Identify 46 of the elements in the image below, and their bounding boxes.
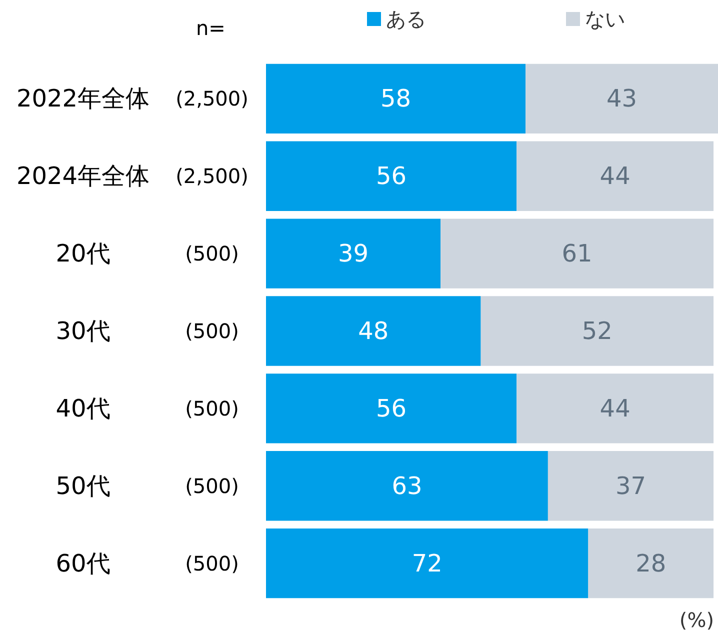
legend-label: ある	[386, 7, 426, 31]
bar	[548, 451, 714, 521]
text: (%)	[679, 608, 714, 632]
text: (500)	[185, 242, 239, 266]
data-label: 39	[338, 240, 369, 268]
data-label: 37	[615, 472, 646, 500]
bar	[516, 141, 714, 211]
data-label: 52	[582, 317, 612, 345]
bar	[266, 64, 526, 134]
data-label: 56	[376, 394, 407, 422]
data-label: 63	[392, 472, 422, 500]
data-label: 48	[358, 317, 389, 345]
text: (500)	[185, 396, 239, 420]
y-tick-label: 60代	[56, 549, 110, 578]
y-tick-label: 20代	[56, 240, 110, 268]
text: (500)	[185, 474, 239, 498]
data-label: 61	[562, 240, 592, 268]
data-label: 28	[636, 549, 666, 578]
text: n=	[196, 16, 226, 40]
text: (500)	[185, 551, 239, 576]
bar	[480, 296, 714, 366]
bar	[266, 141, 517, 211]
bar	[526, 64, 718, 134]
bar	[266, 374, 517, 444]
text: (500)	[185, 319, 239, 343]
data-label: 44	[600, 162, 630, 190]
y-tick-label: 50代	[56, 472, 110, 500]
legend-label: ない	[585, 7, 625, 31]
y-tick-label: 40代	[56, 394, 110, 422]
data-label: 44	[600, 394, 630, 422]
y-tick-label: 30代	[56, 317, 110, 345]
text: (2,500)	[176, 86, 248, 111]
text: (2,500)	[176, 164, 248, 188]
data-label: 58	[380, 84, 412, 113]
bar	[266, 218, 441, 288]
y-tick-label: 2022年全体	[16, 84, 150, 113]
y-tick-label: 2024年全体	[16, 162, 150, 190]
data-label: 56	[376, 162, 407, 190]
bar	[266, 451, 548, 521]
data-label: 43	[606, 84, 638, 113]
bar	[266, 528, 588, 598]
bar	[266, 296, 481, 366]
bar	[440, 218, 714, 288]
bar	[588, 528, 714, 598]
data-label: 72	[412, 549, 442, 578]
bar	[516, 374, 714, 444]
